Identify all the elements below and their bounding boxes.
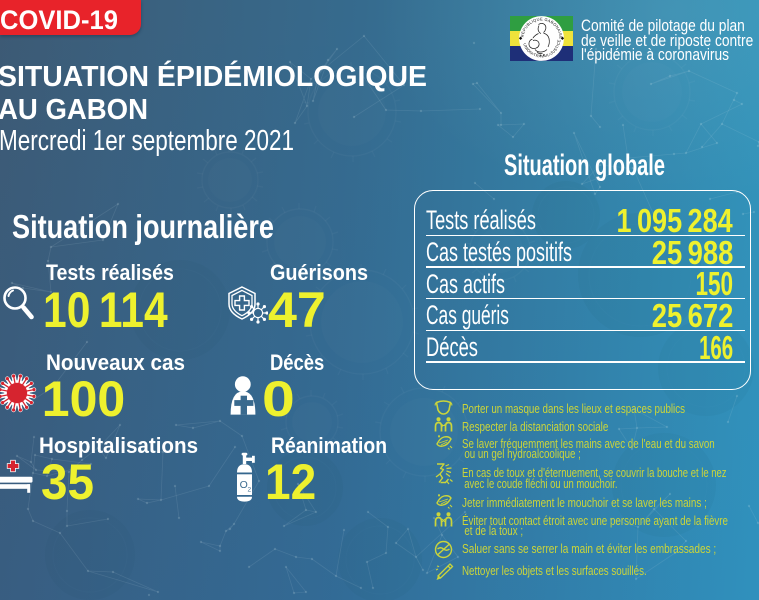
- svg-text:2: 2: [248, 487, 252, 494]
- svg-text:O: O: [240, 479, 248, 491]
